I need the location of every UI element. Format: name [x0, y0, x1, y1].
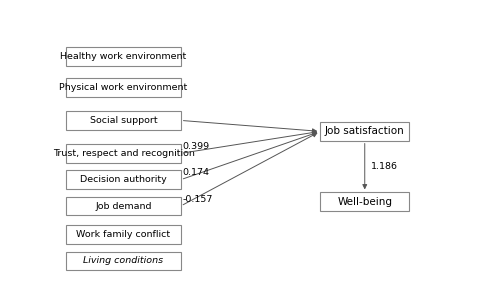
Bar: [66, 111, 180, 130]
Bar: [66, 252, 180, 270]
Text: Work family conflict: Work family conflict: [76, 230, 170, 239]
Bar: [66, 47, 180, 66]
Text: Trust, respect and recognition: Trust, respect and recognition: [52, 149, 195, 158]
Bar: [320, 122, 410, 141]
Text: 1.186: 1.186: [370, 162, 398, 171]
Bar: [320, 192, 410, 211]
Text: 0.399: 0.399: [182, 142, 210, 151]
Text: -0.157: -0.157: [182, 195, 213, 204]
Text: Physical work environment: Physical work environment: [60, 83, 188, 92]
Text: Well-being: Well-being: [337, 197, 392, 207]
Text: 0.174: 0.174: [182, 168, 210, 177]
Text: Job demand: Job demand: [96, 201, 152, 211]
Bar: [66, 170, 180, 189]
Text: Social support: Social support: [90, 116, 158, 125]
Text: Living conditions: Living conditions: [84, 257, 164, 265]
Bar: [66, 197, 180, 215]
Text: Healthy work environment: Healthy work environment: [60, 52, 186, 61]
Text: Decision authority: Decision authority: [80, 175, 167, 184]
Bar: [66, 225, 180, 244]
Bar: [66, 78, 180, 97]
Bar: [66, 144, 180, 163]
Text: Job satisfaction: Job satisfaction: [325, 126, 404, 136]
